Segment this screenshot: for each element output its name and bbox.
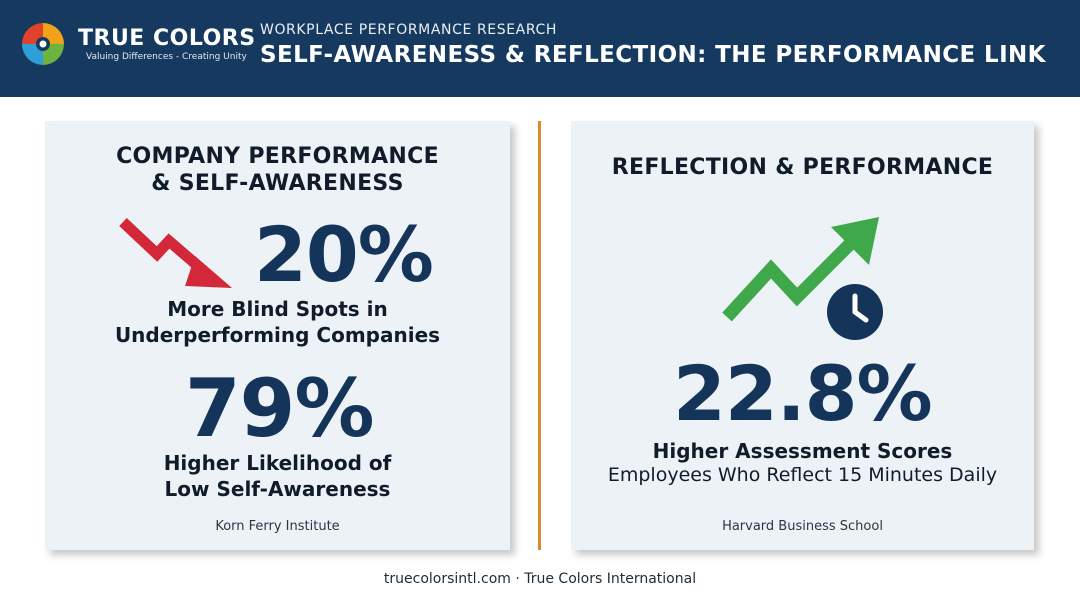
left-card-source: Korn Ferry Institute [215, 519, 340, 534]
header-eyebrow: WORKPLACE PERFORMANCE RESEARCH [260, 22, 557, 38]
left-card-heading-line2: & SELF-AWARENESS [151, 171, 404, 196]
blind-spots-stat-label: More Blind Spots in Underperforming Comp… [45, 296, 510, 348]
clock-icon [827, 284, 883, 340]
true-colors-logo-icon [22, 23, 64, 65]
assessment-stat-label: Higher Assessment Scores [652, 439, 953, 463]
trend-up-arrow-icon [722, 217, 879, 322]
blind-spots-label-line2: Underperforming Companies [114, 323, 441, 347]
low-self-awareness-stat-value: 79% [185, 362, 374, 455]
low-self-awareness-stat-label: Higher Likelihood of Low Self-Awareness [45, 450, 510, 502]
brand-tagline: Valuing Differences - Creating Unity [86, 52, 247, 62]
low-self-awareness-label-line1: Higher Likelihood of [163, 451, 392, 475]
assessment-stat-value: 22.8% [673, 349, 933, 438]
low-self-awareness-label-line2: Low Self-Awareness [164, 477, 391, 501]
page-footer: truecolorsintl.com · True Colors Interna… [383, 571, 697, 587]
company-performance-card: COMPANY PERFORMANCE & SELF-AWARENESS 20%… [45, 121, 510, 550]
right-card-heading: REFLECTION & PERFORMANCE [611, 155, 994, 180]
blind-spots-label-line1: More Blind Spots in [167, 297, 388, 321]
left-card-heading: COMPANY PERFORMANCE & SELF-AWARENESS [45, 143, 510, 197]
reflection-performance-card: REFLECTION & PERFORMANCE 22.8% Higher As… [571, 121, 1034, 550]
left-card-heading-line1: COMPANY PERFORMANCE [116, 144, 439, 169]
assessment-stat-sub: Employees Who Reflect 15 Minutes Daily [607, 464, 998, 486]
page-header: TRUE COLORS Valuing Differences - Creati… [0, 0, 1080, 97]
trend-down-arrow-icon [119, 217, 232, 288]
blind-spots-stat-value: 20% [254, 210, 434, 299]
right-card-source: Harvard Business School [722, 519, 883, 534]
page-title: SELF-AWARENESS & REFLECTION: THE PERFORM… [260, 42, 1046, 68]
brand-name: TRUE COLORS [78, 26, 256, 51]
card-divider [538, 121, 541, 550]
